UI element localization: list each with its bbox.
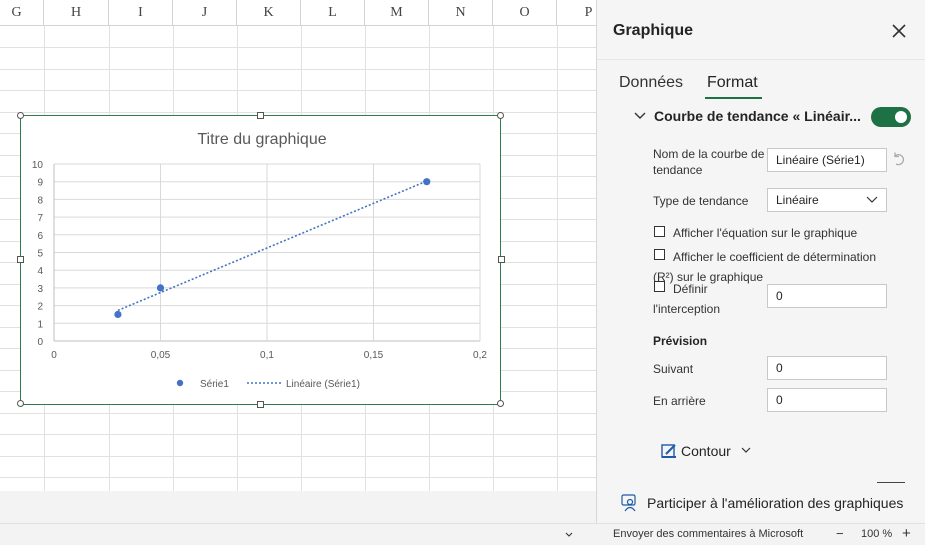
y-tick-label: 10 bbox=[32, 160, 44, 171]
chart-container[interactable]: Titre du graphique 0 1 2 3 4 5 6 7 8 9 10 0 0,05 0,1 0,… bbox=[20, 115, 501, 405]
intercept-input[interactable]: 0 bbox=[767, 284, 887, 308]
forecast-backward-label: En arrière bbox=[653, 394, 706, 408]
resize-handle-bottom-left[interactable] bbox=[17, 400, 24, 407]
contour-label: Contour bbox=[681, 443, 731, 459]
grid-row-line bbox=[0, 456, 596, 457]
column-header-p[interactable]: P bbox=[557, 0, 596, 26]
show-equation-label: Afficher l'équation sur le graphique bbox=[673, 226, 858, 240]
close-icon[interactable] bbox=[890, 22, 908, 40]
data-point[interactable] bbox=[423, 178, 431, 186]
resize-handle-top[interactable] bbox=[257, 112, 264, 119]
y-tick-label: 7 bbox=[37, 213, 43, 224]
resize-handle-bottom-right[interactable] bbox=[497, 400, 504, 407]
zoom-out-button[interactable]: − bbox=[836, 526, 844, 541]
legend-marker-serie1 bbox=[176, 379, 184, 387]
zoom-in-button[interactable]: + bbox=[902, 525, 911, 542]
grid-row-line bbox=[0, 434, 596, 435]
pane-title: Graphique bbox=[613, 22, 694, 39]
chevron-down-icon[interactable] bbox=[565, 532, 573, 538]
y-tick-label: 3 bbox=[37, 284, 43, 295]
forecast-backward-input[interactable]: 0 bbox=[767, 388, 887, 412]
pen-outline-icon bbox=[661, 444, 676, 458]
forecast-forward-label: Suivant bbox=[653, 362, 694, 376]
tab-donnees[interactable]: Données bbox=[619, 74, 684, 91]
undo-icon[interactable] bbox=[891, 151, 907, 167]
y-tick-label: 5 bbox=[37, 249, 43, 260]
chart-title[interactable]: Titre du graphique bbox=[197, 131, 326, 148]
y-tick-label: 0 bbox=[37, 337, 43, 348]
show-equation-checkbox[interactable] bbox=[654, 226, 665, 237]
resize-handle-bottom[interactable] bbox=[257, 401, 264, 408]
legend-label-serie1: Série1 bbox=[200, 379, 229, 390]
y-tick-label: 2 bbox=[37, 302, 43, 313]
column-header-j[interactable]: J bbox=[173, 0, 237, 26]
resize-handle-top-left[interactable] bbox=[17, 112, 24, 119]
tab-format[interactable]: Format bbox=[707, 74, 758, 91]
y-tick-label: 8 bbox=[37, 195, 43, 206]
show-r2-checkbox[interactable] bbox=[654, 249, 665, 260]
y-tick-label: 1 bbox=[37, 319, 43, 330]
set-intercept-label: Définir l'interception bbox=[653, 282, 720, 316]
scatter-chart[interactable]: Titre du graphique 0 1 2 3 4 5 6 7 8 9 10 0 0,05 0,1 0,… bbox=[21, 116, 500, 404]
x-tick-label: 0,15 bbox=[364, 350, 384, 361]
zoom-level[interactable]: 100 % bbox=[861, 528, 893, 540]
trend-type-value: Linéaire bbox=[776, 193, 819, 207]
sheet-tabs-area bbox=[0, 491, 596, 523]
active-tab-indicator bbox=[705, 97, 762, 99]
chevron-down-icon bbox=[866, 196, 878, 203]
grid-column-line bbox=[557, 26, 558, 491]
trend-type-dropdown[interactable]: Linéaire bbox=[767, 188, 887, 212]
data-point[interactable] bbox=[156, 284, 165, 292]
trendline-section-title[interactable]: Courbe de tendance « Linéair... bbox=[654, 108, 861, 124]
column-header-h[interactable]: H bbox=[44, 0, 109, 26]
trendline-name-label: Nom de la courbe de tendance bbox=[653, 147, 765, 177]
grid-row-line bbox=[0, 112, 596, 113]
format-chart-pane: Graphique Données Format Courbe de tenda… bbox=[596, 0, 925, 523]
data-point[interactable] bbox=[114, 310, 122, 319]
column-headers: G H I J K L M N O P bbox=[0, 0, 596, 26]
show-r2-label: Afficher le coefficient de détermination… bbox=[653, 250, 877, 284]
grid-row-line bbox=[0, 47, 596, 48]
grid-row-line bbox=[0, 90, 596, 91]
column-header-n[interactable]: N bbox=[429, 0, 493, 26]
spreadsheet-area[interactable]: G H I J K L M N O P Titre du graphique 0 1… bbox=[0, 0, 596, 491]
pane-scrollbar[interactable] bbox=[877, 482, 905, 483]
grid-row-line bbox=[0, 413, 596, 414]
feedback-label: Participer à l'amélioration des graphiqu… bbox=[647, 495, 904, 511]
trendline bbox=[117, 180, 428, 312]
feedback-person-icon bbox=[621, 494, 636, 512]
column-header-k[interactable]: K bbox=[237, 0, 301, 26]
forecast-title: Prévision bbox=[653, 334, 708, 348]
x-tick-label: 0,05 bbox=[151, 350, 171, 361]
chevron-down-icon bbox=[741, 447, 751, 453]
resize-handle-right[interactable] bbox=[498, 256, 505, 263]
forecast-forward-input[interactable]: 0 bbox=[767, 356, 887, 380]
grid-row-line bbox=[0, 477, 596, 478]
column-header-g[interactable]: G bbox=[0, 0, 44, 26]
pane-divider bbox=[597, 59, 925, 60]
send-feedback-link[interactable]: Envoyer des commentaires à Microsoft bbox=[613, 528, 804, 540]
x-tick-label: 0 bbox=[51, 350, 57, 361]
x-tick-label: 0,1 bbox=[260, 350, 274, 361]
status-bar: Envoyer des commentaires à Microsoft − 1… bbox=[0, 523, 925, 545]
resize-handle-left[interactable] bbox=[17, 256, 24, 263]
column-header-i[interactable]: I bbox=[109, 0, 173, 26]
x-tick-label: 0,2 bbox=[473, 350, 487, 361]
chevron-down-icon[interactable] bbox=[633, 111, 647, 121]
column-header-o[interactable]: O bbox=[493, 0, 557, 26]
toggle-knob bbox=[895, 111, 907, 123]
trend-type-label: Type de tendance bbox=[653, 194, 749, 208]
legend-label-trendline: Linéaire (Série1) bbox=[286, 379, 360, 390]
set-intercept-checkbox[interactable] bbox=[654, 281, 665, 292]
column-header-l[interactable]: L bbox=[301, 0, 365, 26]
resize-handle-top-right[interactable] bbox=[497, 112, 504, 119]
trendline-toggle[interactable] bbox=[871, 107, 911, 127]
y-tick-label: 9 bbox=[37, 178, 43, 189]
grid-row-line bbox=[0, 69, 596, 70]
trendline-name-input[interactable]: Linéaire (Série1) bbox=[767, 148, 887, 172]
y-tick-label: 6 bbox=[37, 231, 43, 242]
column-header-m[interactable]: M bbox=[365, 0, 429, 26]
y-tick-label: 4 bbox=[37, 266, 43, 277]
